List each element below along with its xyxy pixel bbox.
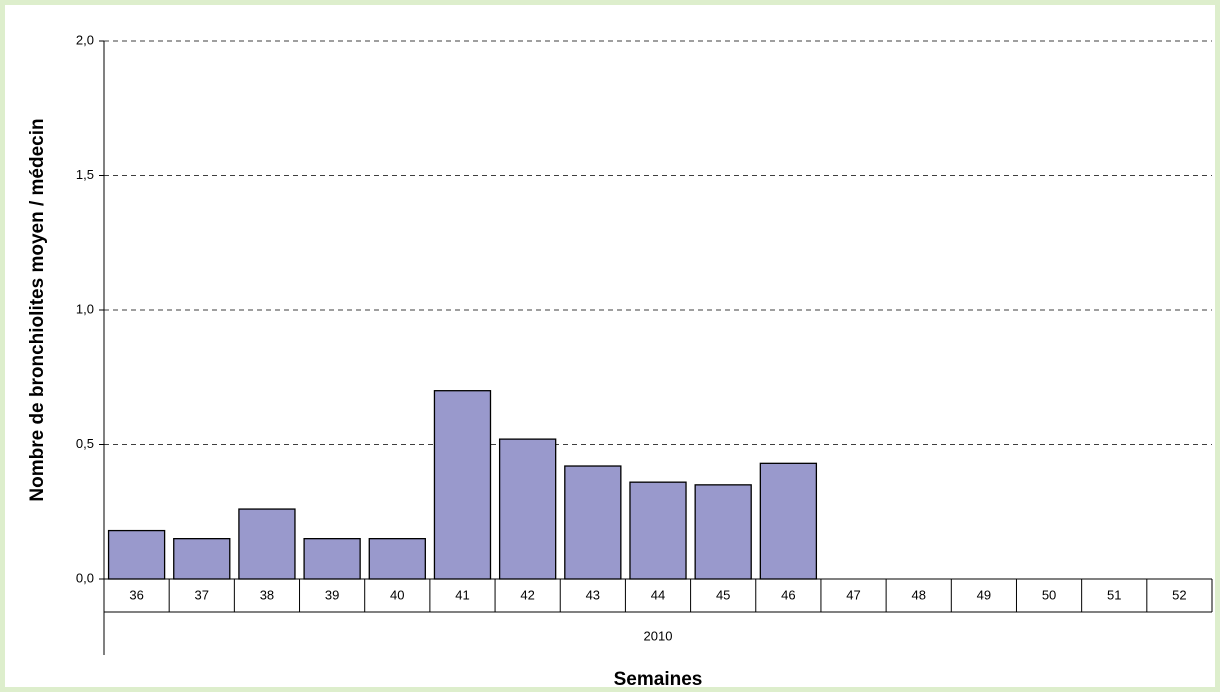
bar [498, 438, 557, 580]
group-label: 2010 [644, 628, 673, 643]
chart-background [5, 5, 1215, 687]
bar [368, 538, 426, 580]
y-tick-label: 1,0 [76, 301, 94, 316]
x-tick-label: 38 [260, 587, 274, 602]
x-tick-label: 45 [716, 587, 730, 602]
x-tick-label: 40 [390, 587, 404, 602]
bar [238, 508, 296, 580]
x-tick-label: 43 [586, 587, 600, 602]
bar [694, 484, 752, 580]
x-tick-label: 36 [129, 587, 143, 602]
bar [173, 538, 231, 580]
x-tick-label: 41 [455, 587, 469, 602]
x-tick-label: 51 [1107, 587, 1121, 602]
bar [303, 538, 361, 580]
x-axis-title: Semaines [614, 669, 703, 690]
bar [629, 481, 687, 580]
x-tick-label: 37 [195, 587, 209, 602]
x-tick-label: 39 [325, 587, 339, 602]
x-tick-label: 42 [520, 587, 534, 602]
x-tick-label: 49 [977, 587, 991, 602]
y-tick-label: 2,0 [76, 32, 94, 47]
x-tick-label: 46 [781, 587, 795, 602]
bar [433, 390, 492, 580]
x-tick-label: 50 [1042, 587, 1056, 602]
bar [564, 465, 622, 580]
y-tick-label: 1,5 [76, 167, 94, 182]
x-tick-label: 47 [846, 587, 860, 602]
x-tick-label: 48 [911, 587, 925, 602]
bar [759, 462, 818, 580]
bar [107, 529, 166, 580]
y-axis-title: Nombre de bronchiolites moyen / médecin [27, 118, 48, 501]
x-tick-label: 52 [1172, 587, 1186, 602]
y-tick-label: 0,0 [76, 570, 94, 585]
x-tick-label: 44 [651, 587, 665, 602]
y-tick-label: 0,5 [76, 436, 94, 451]
